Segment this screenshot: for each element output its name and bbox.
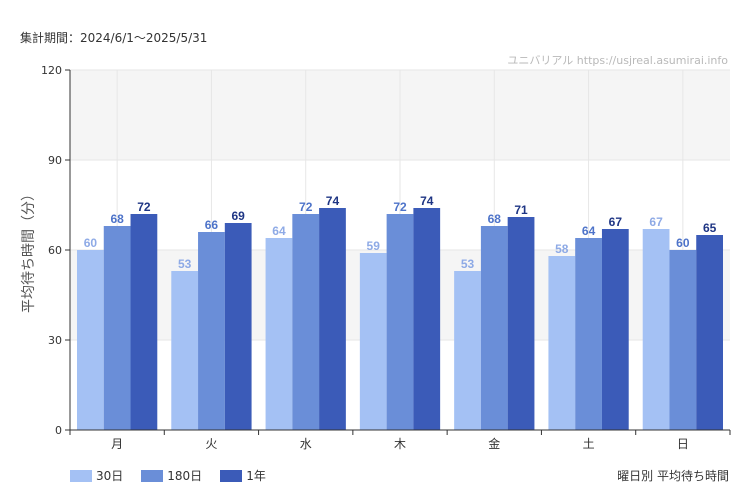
y-tick-label: 0: [55, 424, 62, 437]
bar: [359, 253, 387, 430]
data-label: 64: [272, 224, 286, 238]
data-label: 59: [367, 239, 381, 253]
y-tick-label: 90: [48, 154, 62, 167]
data-label: 60: [84, 236, 98, 250]
data-label: 72: [137, 200, 151, 214]
legend-swatch-30d: [70, 469, 92, 482]
site-watermark: ユニバリアル https://usjreal.asumirai.info: [507, 54, 728, 67]
legend-label-30d: 30日: [96, 469, 124, 483]
data-label: 53: [178, 257, 192, 271]
data-label: 72: [299, 200, 313, 214]
data-label: 64: [582, 224, 596, 238]
data-label: 58: [555, 242, 569, 256]
data-label: 67: [649, 215, 663, 229]
y-tick-label: 120: [41, 64, 62, 77]
bar: [454, 271, 481, 430]
x-tick-label: 金: [488, 436, 500, 451]
y-axis-title: 平均待ち時間（分）: [21, 187, 37, 313]
period-label: 集計期間：2024/6/1～2025/5/31: [20, 31, 208, 45]
x-tick-label: 土: [583, 437, 595, 451]
data-label: 68: [488, 212, 502, 226]
bar: [548, 256, 576, 430]
bar: [103, 226, 131, 430]
legend-label-1y: 1年: [246, 469, 266, 483]
legend-label-180d: 180日: [167, 469, 203, 483]
legend: 30日 180日 1年: [70, 467, 266, 484]
bar: [480, 226, 508, 430]
data-label: 69: [232, 209, 246, 223]
data-label: 67: [609, 215, 623, 229]
data-label: 53: [461, 257, 475, 271]
bar: [77, 250, 104, 430]
legend-swatch-1y: [220, 469, 243, 482]
y-tick-label: 60: [48, 244, 62, 257]
bar: [413, 208, 441, 430]
bar: [224, 223, 252, 430]
bar: [696, 235, 723, 430]
data-label: 74: [326, 194, 340, 208]
bar: [642, 229, 670, 430]
legend-item-180d[interactable]: 180日: [141, 467, 202, 484]
data-label: 66: [205, 218, 219, 232]
bar: [198, 232, 225, 430]
x-tick-label: 木: [394, 437, 406, 451]
bar: [292, 214, 320, 430]
y-tick-label: 30: [48, 334, 62, 347]
x-tick-label: 月: [111, 437, 123, 451]
bar: [265, 238, 293, 430]
x-tick-label: 日: [677, 437, 689, 451]
data-label: 71: [514, 203, 528, 217]
bar: [319, 208, 346, 430]
bar: [669, 250, 697, 430]
data-label: 74: [420, 194, 434, 208]
data-label: 72: [393, 200, 407, 214]
chart-caption: 曜日別 平均待ち時間: [617, 469, 729, 483]
legend-item-30d[interactable]: 30日: [70, 467, 123, 484]
bar: [601, 229, 629, 430]
x-tick-label: 水: [300, 437, 312, 451]
legend-item-1y[interactable]: 1年: [220, 467, 266, 484]
data-label: 60: [676, 236, 690, 250]
bar: [507, 217, 535, 430]
legend-swatch-180d: [141, 469, 164, 482]
bar: [575, 238, 602, 430]
bar: [171, 271, 199, 430]
data-label: 68: [110, 212, 124, 226]
data-label: 65: [703, 221, 717, 235]
bar: [386, 214, 414, 430]
x-tick-label: 火: [205, 437, 217, 451]
bar: [130, 214, 158, 430]
